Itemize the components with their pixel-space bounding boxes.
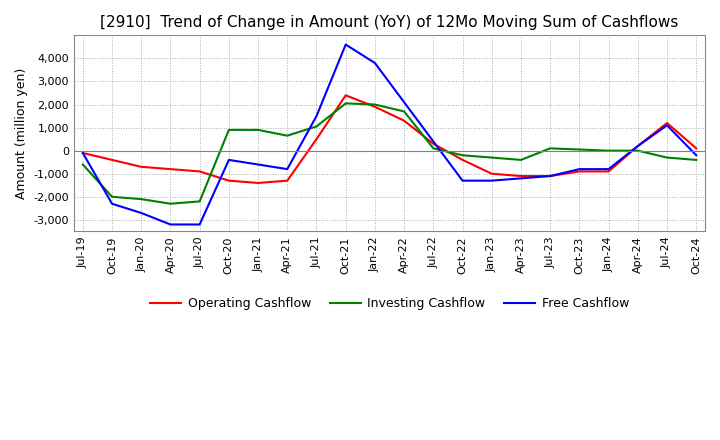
Operating Cashflow <box>517 173 526 179</box>
Investing Cashflow <box>137 197 145 202</box>
Investing Cashflow <box>458 153 467 158</box>
Investing Cashflow <box>341 101 350 106</box>
Operating Cashflow <box>78 150 87 156</box>
Operating Cashflow <box>458 157 467 162</box>
Free Cashflow <box>429 139 438 144</box>
Legend: Operating Cashflow, Investing Cashflow, Free Cashflow: Operating Cashflow, Investing Cashflow, … <box>145 292 634 315</box>
Free Cashflow <box>283 166 292 172</box>
Operating Cashflow <box>634 143 642 149</box>
Operating Cashflow <box>604 169 613 174</box>
Investing Cashflow <box>517 157 526 162</box>
Operating Cashflow <box>546 173 554 179</box>
Free Cashflow <box>604 166 613 172</box>
Free Cashflow <box>312 114 321 119</box>
Title: [2910]  Trend of Change in Amount (YoY) of 12Mo Moving Sum of Cashflows: [2910] Trend of Change in Amount (YoY) o… <box>100 15 679 30</box>
Free Cashflow <box>195 222 204 227</box>
Investing Cashflow <box>575 147 584 152</box>
Investing Cashflow <box>108 194 117 199</box>
Investing Cashflow <box>634 148 642 153</box>
Free Cashflow <box>575 166 584 172</box>
Operating Cashflow <box>429 141 438 147</box>
Investing Cashflow <box>195 199 204 204</box>
Investing Cashflow <box>604 148 613 153</box>
Investing Cashflow <box>662 155 671 160</box>
Investing Cashflow <box>283 133 292 138</box>
Free Cashflow <box>662 123 671 128</box>
Operating Cashflow <box>371 104 379 110</box>
Operating Cashflow <box>662 121 671 126</box>
Operating Cashflow <box>487 171 496 176</box>
Operating Cashflow <box>137 164 145 169</box>
Free Cashflow <box>458 178 467 183</box>
Investing Cashflow <box>429 146 438 151</box>
Free Cashflow <box>546 173 554 179</box>
Operating Cashflow <box>341 93 350 98</box>
Investing Cashflow <box>312 124 321 129</box>
Operating Cashflow <box>400 118 408 123</box>
Investing Cashflow <box>371 102 379 107</box>
Free Cashflow <box>692 153 701 158</box>
Operating Cashflow <box>253 180 262 186</box>
Free Cashflow <box>400 99 408 105</box>
Operating Cashflow <box>575 169 584 174</box>
Line: Free Cashflow: Free Cashflow <box>83 44 696 224</box>
Investing Cashflow <box>225 127 233 132</box>
Line: Operating Cashflow: Operating Cashflow <box>83 95 696 183</box>
Free Cashflow <box>341 42 350 47</box>
Free Cashflow <box>78 150 87 156</box>
Free Cashflow <box>225 157 233 162</box>
Investing Cashflow <box>78 162 87 167</box>
Free Cashflow <box>108 201 117 206</box>
Investing Cashflow <box>400 109 408 114</box>
Operating Cashflow <box>692 146 701 151</box>
Operating Cashflow <box>225 178 233 183</box>
Free Cashflow <box>517 176 526 181</box>
Operating Cashflow <box>283 178 292 183</box>
Operating Cashflow <box>108 157 117 162</box>
Line: Investing Cashflow: Investing Cashflow <box>83 103 696 204</box>
Investing Cashflow <box>253 127 262 132</box>
Operating Cashflow <box>195 169 204 174</box>
Investing Cashflow <box>692 157 701 162</box>
Free Cashflow <box>487 178 496 183</box>
Free Cashflow <box>371 60 379 66</box>
Investing Cashflow <box>487 155 496 160</box>
Free Cashflow <box>253 162 262 167</box>
Investing Cashflow <box>166 201 175 206</box>
Free Cashflow <box>137 210 145 216</box>
Free Cashflow <box>634 143 642 149</box>
Operating Cashflow <box>312 136 321 142</box>
Operating Cashflow <box>166 166 175 172</box>
Y-axis label: Amount (million yen): Amount (million yen) <box>15 68 28 199</box>
Free Cashflow <box>166 222 175 227</box>
Investing Cashflow <box>546 146 554 151</box>
